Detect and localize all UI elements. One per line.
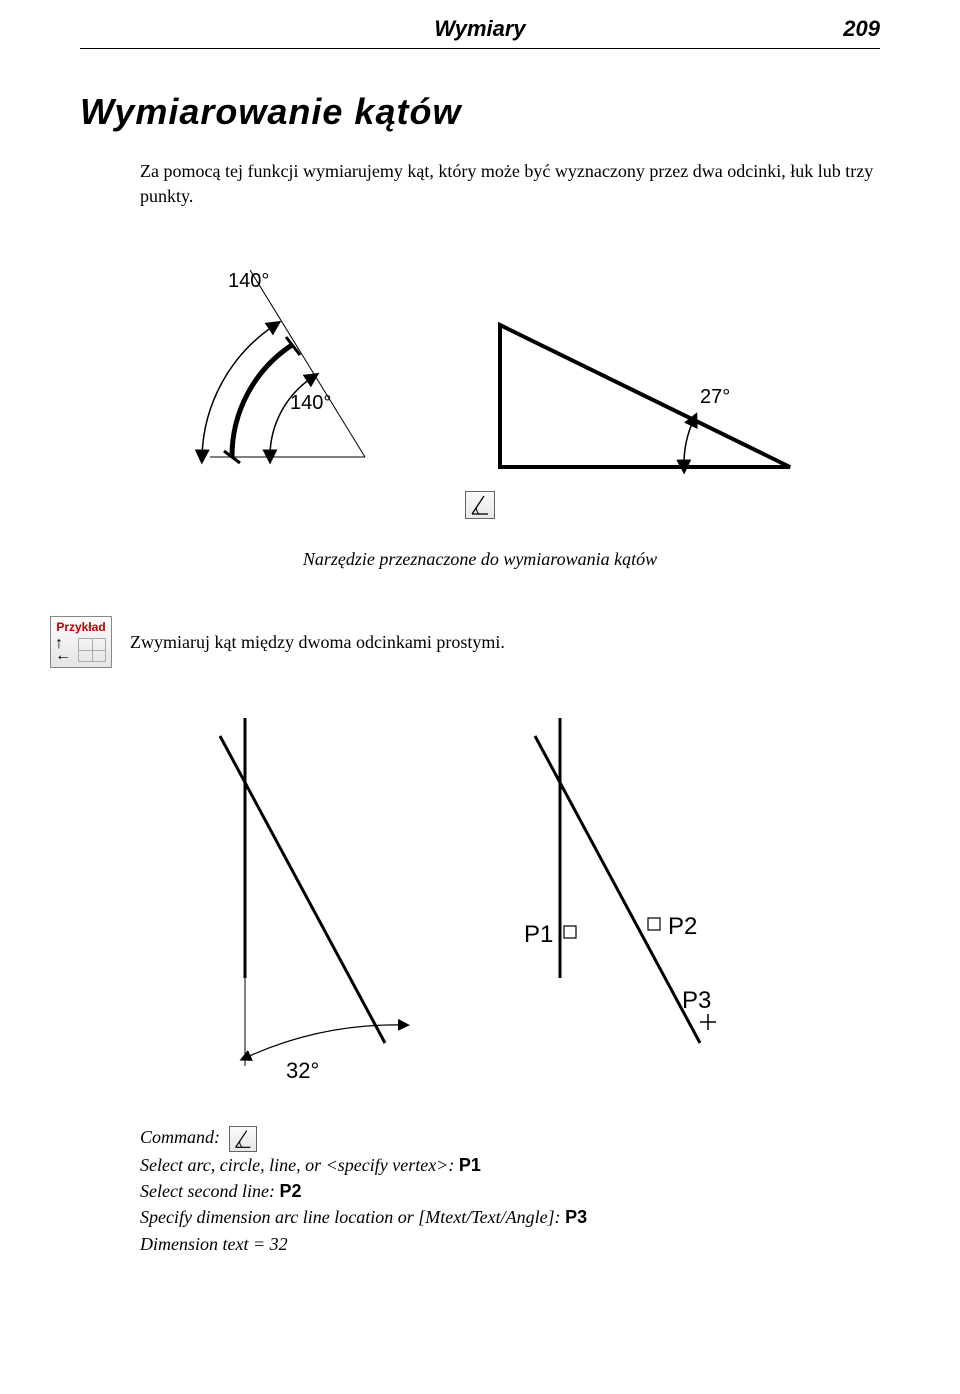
cmd-l2-input: P2 bbox=[279, 1181, 301, 1201]
command-line-2: Select second line: P2 bbox=[140, 1178, 880, 1204]
example-row: Przykład ↑← Zwymiaruj kąt między dwoma o… bbox=[50, 616, 880, 668]
angle-dimension-tool-icon bbox=[465, 491, 495, 519]
arc-outer-label: 140° bbox=[228, 270, 269, 292]
arc-dimension-figure: 140° 140° bbox=[150, 237, 450, 497]
p1-label: P1 bbox=[524, 921, 553, 948]
figure-2-container: 32° P1 P2 P3 bbox=[80, 698, 880, 1088]
cmd-l4-text: Dimension text = 32 bbox=[140, 1234, 288, 1254]
intro-paragraph: Za pomocą tej funkcji wymiarujemy kąt, k… bbox=[140, 159, 880, 209]
cmd-l1-input: P1 bbox=[459, 1155, 481, 1175]
triangle-angle-label: 27° bbox=[700, 386, 730, 408]
p3-label: P3 bbox=[682, 987, 711, 1014]
command-line-1: Select arc, circle, line, or <specify ve… bbox=[140, 1152, 880, 1178]
example-badge-grid-icon bbox=[78, 638, 106, 662]
p2-label: P2 bbox=[668, 913, 697, 940]
angle-dimension-tool-icon bbox=[229, 1126, 257, 1152]
two-lines-angle-figure: 32° P1 P2 P3 bbox=[170, 698, 790, 1088]
example-badge-label: Przykład bbox=[51, 620, 111, 634]
triangle-dimension-figure: 27° bbox=[480, 307, 810, 497]
section-title: Wymiarowanie kątów bbox=[80, 91, 880, 133]
header-page-number: 209 bbox=[613, 16, 880, 42]
command-line-0: Command: bbox=[140, 1124, 880, 1152]
example-badge-arrows-icon: ↑← bbox=[55, 638, 71, 662]
command-block: Command: Select arc, circle, line, or <s… bbox=[140, 1124, 880, 1256]
cmd-l3-input: P3 bbox=[565, 1207, 587, 1227]
command-line-4: Dimension text = 32 bbox=[140, 1231, 880, 1257]
command-label: Command: bbox=[140, 1127, 220, 1147]
command-line-3: Specify dimension arc line location or [… bbox=[140, 1204, 880, 1230]
arc-inner-label: 140° bbox=[290, 392, 331, 414]
figure-caption-1: Narzędzie przeznaczone do wymiarowania k… bbox=[80, 549, 880, 570]
example-text: Zwymiaruj kąt między dwoma odcinkami pro… bbox=[130, 632, 505, 653]
page-header: Wymiary 209 bbox=[80, 0, 880, 49]
cmd-l1-prompt: Select arc, circle, line, or <specify ve… bbox=[140, 1155, 454, 1175]
figure-row-1: 140° 140° 27° bbox=[80, 237, 880, 497]
cmd-l3-prompt: Specify dimension arc line location or [… bbox=[140, 1207, 561, 1227]
angle-32-label: 32° bbox=[286, 1058, 319, 1083]
header-title: Wymiary bbox=[347, 16, 614, 42]
cmd-l2-prompt: Select second line: bbox=[140, 1181, 275, 1201]
example-badge: Przykład ↑← bbox=[50, 616, 112, 668]
